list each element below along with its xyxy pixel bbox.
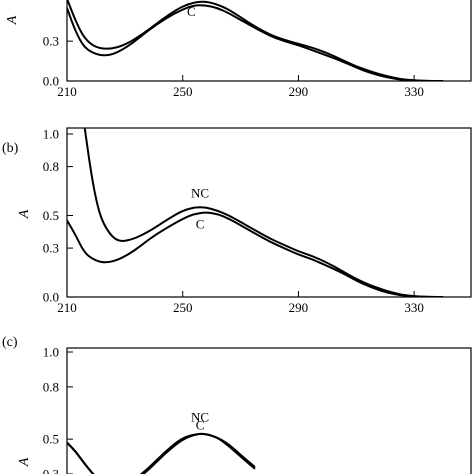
plot-frame bbox=[66, 0, 472, 82]
y-axis-label: A bbox=[17, 457, 32, 467]
x-tick-label: 250 bbox=[173, 300, 193, 315]
series-line-nc bbox=[83, 128, 444, 297]
y-tick-label: 0.5 bbox=[43, 208, 59, 223]
curve-label-nc: NC bbox=[191, 186, 209, 201]
series-line-c bbox=[67, 211, 444, 297]
series-line-c bbox=[67, 4, 444, 81]
y-tick-label: 0.8 bbox=[43, 379, 59, 394]
y-axis-label: A bbox=[17, 209, 32, 219]
series-line-c bbox=[67, 432, 256, 474]
y-axis-label: A bbox=[5, 15, 20, 25]
y-tick-label: 0.5 bbox=[43, 432, 59, 447]
panel-label: (b) bbox=[2, 141, 19, 156]
x-tick-label: 250 bbox=[173, 84, 193, 99]
panel-1: 0.0 0.3 0.5 0.8 1.0 210 250 290 330 A (b) NC C bbox=[2, 127, 472, 315]
panel-0: 0.0 0.3 210 250 290 330 A C bbox=[5, 0, 472, 99]
plot-frame bbox=[66, 347, 472, 474]
x-tick-label: 210 bbox=[57, 300, 77, 315]
curve-label-c: C bbox=[196, 418, 205, 433]
plot-frame bbox=[66, 127, 472, 298]
x-tick-label: 290 bbox=[289, 300, 309, 315]
curve-label-nc: NC bbox=[191, 410, 209, 425]
curve-label-c: C bbox=[196, 217, 205, 232]
y-tick-label: 1.0 bbox=[43, 345, 59, 360]
x-tick-label: 330 bbox=[404, 300, 424, 315]
y-tick-label: 0.0 bbox=[43, 290, 59, 305]
x-tick-label: 330 bbox=[404, 84, 424, 99]
curve-label-c: C bbox=[187, 4, 196, 19]
y-tick-label: 1.0 bbox=[43, 127, 59, 142]
panel-2: 0.3 0.5 0.8 1.0 A (c) NCC bbox=[2, 335, 472, 474]
x-tick-label: 290 bbox=[289, 84, 309, 99]
series-line-unlabeled bbox=[67, 0, 444, 81]
y-tick-label: 0.3 bbox=[43, 241, 59, 256]
x-tick-label: 210 bbox=[57, 84, 77, 99]
panel-label: (c) bbox=[2, 335, 18, 350]
y-tick-label: 0.3 bbox=[43, 34, 59, 49]
y-tick-label: 0.8 bbox=[43, 159, 59, 174]
y-tick-label: 0.0 bbox=[43, 74, 59, 89]
y-tick-label: 0.3 bbox=[43, 467, 59, 474]
series-line-nc bbox=[67, 432, 256, 474]
